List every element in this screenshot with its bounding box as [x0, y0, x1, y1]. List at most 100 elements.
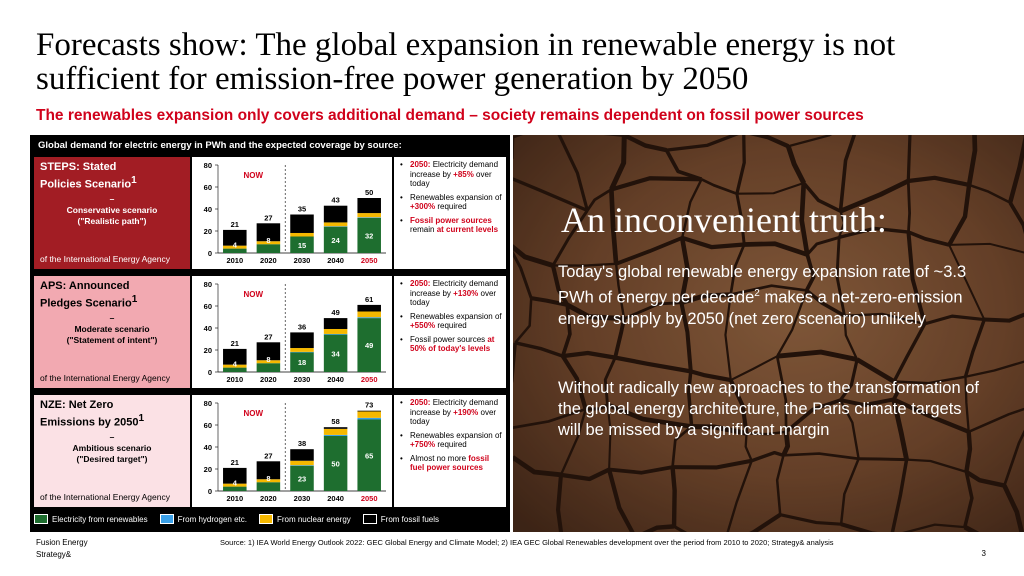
scenario-type: Ambitious scenario [72, 442, 152, 453]
bar-segment-nuclear [357, 411, 381, 418]
panel-header: Global demand for electric energy in PWh… [38, 140, 402, 151]
scenario-type: Conservative scenario [66, 204, 158, 215]
crack-line [603, 357, 617, 405]
crack-line [552, 262, 617, 267]
legend-label: From fossil fuels [380, 514, 440, 524]
bullet-item: Renewables expansion of +300% required [400, 193, 502, 212]
x-tick-label: 2030 [294, 375, 311, 384]
scenario-path: ("Realistic path") [77, 215, 147, 226]
bar-segment-hydrogen [290, 465, 314, 466]
y-tick-label: 80 [204, 280, 212, 289]
crack-line [839, 359, 859, 402]
crack-line [838, 226, 909, 240]
x-tick-label: 2010 [226, 256, 243, 265]
renewables-value-label: 50 [331, 460, 339, 469]
bar-segment-fossil [323, 318, 348, 329]
crack-line [1002, 484, 1024, 532]
footer-brand-name: Strategy& [36, 550, 72, 559]
crack-line [513, 244, 554, 268]
bar-segment-renewables [256, 363, 281, 372]
total-value-label: 27 [264, 213, 272, 222]
x-tick-label: 2020 [260, 375, 277, 384]
crack-line [964, 376, 970, 432]
bar-segment-fossil [323, 205, 348, 223]
crack-line [513, 407, 587, 430]
crack-line [839, 178, 910, 214]
total-value-label: 61 [365, 295, 373, 304]
crack-line [613, 318, 627, 359]
crack-line [690, 369, 732, 383]
crack-line [555, 474, 564, 532]
crack-line [744, 241, 808, 257]
page-subtitle: The renewables expansion only covers add… [36, 107, 864, 124]
total-value-label: 73 [365, 401, 373, 410]
bar-segment-renewables [357, 318, 381, 372]
crack-line [735, 135, 746, 195]
bar-segment-renewables [223, 486, 247, 491]
crack-line [623, 135, 667, 153]
bar-segment-nuclear [290, 232, 314, 237]
x-tick-label: 2040 [327, 494, 344, 503]
bullets-aps: 2050: Electricity demand increase by +13… [394, 276, 506, 388]
crack-line [530, 296, 568, 307]
crack-line [781, 431, 791, 457]
legend-item-fossil: From fossil fuels [362, 514, 440, 524]
bar-segment-renewables [357, 419, 381, 491]
crack-line [664, 149, 703, 182]
chart-aps: 0 20 40 60 80 NOW 4 21 2010 8 27 2020 18 36 2030 34 49 20… [192, 276, 392, 388]
renewables-value-label: 65 [365, 451, 373, 460]
crack-line [835, 237, 846, 317]
total-value-label: 27 [264, 451, 272, 460]
scenario-name: STEPS: Stated Policies Scenario1 [40, 161, 137, 191]
x-tick-label: 2030 [294, 256, 311, 265]
truth-paragraph-1: Today's global renewable energy expansio… [558, 263, 967, 328]
total-value-label: 58 [331, 417, 339, 426]
scenario-name: APS: Announced Pledges Scenario1 [40, 280, 138, 310]
bullet-item: 2050: Electricity demand increase by +19… [400, 398, 502, 427]
crack-line [779, 513, 842, 526]
crack-line [514, 341, 564, 358]
crack-line [672, 458, 753, 470]
crack-line [744, 433, 753, 462]
stacked-bar-chart: 020406080NOW4212010827202018362030344920… [204, 280, 386, 384]
crack-line [679, 302, 693, 372]
bar-segment-nuclear [323, 222, 348, 227]
crack-line [730, 284, 807, 296]
bar-segment-fossil [223, 467, 247, 484]
legend-item-hydrogen: From hydrogen etc. [159, 514, 247, 524]
bar-segment-renewables [323, 436, 348, 491]
bullet-item: Fossil power sources remain at current l… [400, 216, 502, 235]
scenario-type: Moderate scenario [74, 323, 150, 334]
legend-label: From hydrogen etc. [177, 514, 247, 524]
bar-segment-fossil [357, 198, 381, 214]
legend-swatch [159, 514, 174, 524]
renewables-value-label: 4 [233, 241, 238, 250]
bar-segment-hydrogen [323, 434, 348, 436]
scenario-agency: of the International Energy Agency [40, 373, 170, 383]
crack-line [614, 355, 692, 374]
crack-line [784, 398, 842, 434]
stacked-bar-chart: 020406080NOW4212010827202015352030244320… [204, 161, 386, 265]
bar-segment-hydrogen [323, 226, 348, 227]
cracked-earth-photo: An inconvenient truth: Today's global re… [513, 135, 1024, 532]
crack-line [679, 237, 691, 304]
footer-source: Source: 1) IEA World Energy Outlook 2022… [220, 538, 834, 547]
x-tick-label: 2010 [226, 494, 243, 503]
crack-line [513, 177, 588, 213]
crack-line [513, 455, 562, 478]
renewables-value-label: 18 [298, 358, 306, 367]
page-number: 3 [981, 549, 986, 558]
renewables-value-label: 23 [298, 474, 306, 483]
total-value-label: 49 [331, 308, 339, 317]
bar-segment-renewables [223, 367, 247, 372]
crack-line [892, 323, 927, 383]
crack-line [906, 458, 967, 473]
crack-line [751, 450, 784, 463]
bar-segment-renewables [290, 352, 314, 372]
now-label: NOW [243, 290, 263, 299]
bar-segment-renewables [357, 217, 381, 253]
y-tick-label: 20 [204, 465, 212, 474]
crack-line [906, 231, 927, 325]
x-tick-label: 2050 [361, 375, 378, 384]
crack-line [736, 181, 805, 195]
